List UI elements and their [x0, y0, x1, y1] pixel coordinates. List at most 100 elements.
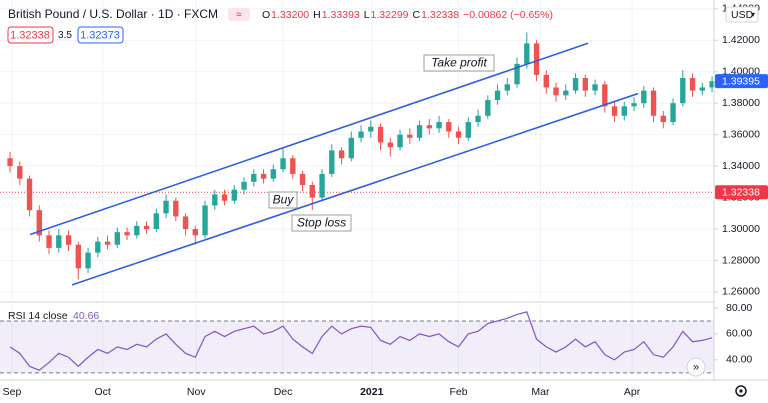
annotation-box	[291, 214, 352, 232]
y-tick-label: 1.36000	[722, 128, 760, 140]
annotation: Take profit	[431, 56, 487, 70]
ohlc-key: L	[364, 9, 370, 21]
candle-body	[553, 87, 559, 96]
candle-body	[455, 131, 462, 138]
candle-body	[104, 241, 111, 245]
candle-body	[319, 173, 325, 198]
price-tag	[715, 74, 768, 89]
rsi-band	[0, 320, 714, 373]
candle-body	[680, 78, 686, 104]
candle-body	[290, 158, 296, 174]
candle-body	[56, 235, 62, 248]
ohlc-value: 1.32338	[421, 9, 459, 21]
x-tick-label: 2021	[360, 386, 384, 398]
x-tick-label: Nov	[187, 386, 206, 398]
candle-body	[543, 74, 549, 88]
price-tag-label: 1.39395	[722, 75, 760, 87]
rsi-name: RSI 14 close	[8, 310, 68, 322]
x-tick-label: Oct	[94, 386, 110, 398]
trendline	[71, 92, 639, 286]
y-tick-label: 1.30000	[722, 223, 760, 235]
settings-button[interactable]	[735, 385, 747, 397]
candle-body	[280, 158, 286, 170]
candle-body	[416, 125, 423, 138]
candle-body	[75, 244, 81, 269]
candle-body	[329, 150, 335, 174]
y-tick-label: 1.34000	[722, 160, 760, 172]
y-tick-label: 1.38000	[722, 97, 760, 109]
candle-body	[26, 178, 33, 211]
candle-body	[153, 213, 159, 230]
change: −0.00862 (−0.65%)	[463, 9, 553, 21]
x-tick-label: Apr	[624, 386, 641, 398]
candle-body	[504, 84, 510, 91]
candle-body	[611, 106, 618, 116]
candle-body	[641, 90, 647, 104]
annotation: Stop loss	[297, 216, 346, 230]
candle-body	[689, 78, 696, 91]
candle-body	[348, 137, 354, 159]
ohlc-value: 1.32299	[371, 9, 409, 21]
currency-select[interactable]	[725, 6, 759, 23]
ohlc-value: 1.33200	[271, 9, 309, 21]
y-tick-label: 1.42000	[722, 34, 760, 46]
candle-body	[241, 181, 247, 190]
plot	[0, 32, 715, 374]
candle-body	[475, 115, 481, 123]
rsi-current: 40.66	[73, 310, 99, 322]
candle-body	[65, 235, 72, 245]
buy-button[interactable]	[77, 26, 124, 44]
candle-body	[436, 122, 442, 129]
candle-body	[7, 158, 13, 167]
ohlc-key: O	[262, 9, 270, 21]
candle-body	[173, 200, 179, 217]
candle-body	[524, 43, 530, 64]
candle-body	[621, 106, 627, 116]
candle-body	[134, 225, 140, 236]
candle-body	[397, 134, 403, 148]
badge-icon: ≈	[236, 10, 242, 21]
badge[interactable]	[228, 8, 250, 21]
grid	[0, 0, 714, 378]
candle-body	[95, 241, 101, 253]
sell-price: 1.32338	[10, 29, 50, 41]
candle-body	[533, 43, 540, 75]
candle-body	[358, 131, 364, 138]
candle-body	[182, 216, 189, 230]
candle-body	[192, 229, 198, 236]
ohlc: O 1.33200 H 1.33393 L 1.32299 C 1.32338 −0.00862…	[262, 9, 553, 21]
buy-price: 1.32373	[80, 29, 120, 41]
candle-body	[670, 103, 676, 123]
candle-body	[485, 100, 491, 116]
candle-body	[299, 173, 306, 185]
y-tick-label: 1.28000	[722, 254, 760, 266]
candle-body	[563, 90, 569, 96]
symbol-title: British Pound / U.S. Dollar · 1D · FXCM	[8, 7, 218, 21]
settings-icon	[739, 389, 743, 393]
candle-body	[699, 87, 705, 91]
sell-button[interactable]	[7, 26, 54, 44]
candle-body	[602, 84, 608, 107]
candle-body	[514, 63, 520, 85]
annotation-box	[423, 54, 495, 72]
candle-body	[251, 173, 257, 182]
ohlc-key: C	[413, 9, 421, 21]
candle-body	[446, 122, 452, 132]
candle-body	[260, 173, 267, 179]
candle-body	[212, 194, 218, 206]
ohlc-key: H	[313, 9, 321, 21]
candle-body	[143, 225, 150, 230]
candle-body	[114, 232, 120, 245]
candle-body	[124, 232, 130, 236]
scroll-button[interactable]	[686, 357, 706, 377]
spread: 3.5	[58, 30, 72, 41]
candle-body	[368, 126, 374, 132]
candle-body	[202, 205, 208, 236]
x-tick-label: Mar	[531, 386, 550, 398]
candle-body	[46, 235, 52, 248]
candle-body	[407, 134, 413, 138]
scroll-icon: »	[693, 361, 699, 373]
candle-body	[377, 126, 384, 143]
y-tick-label: 1.26000	[722, 286, 760, 298]
